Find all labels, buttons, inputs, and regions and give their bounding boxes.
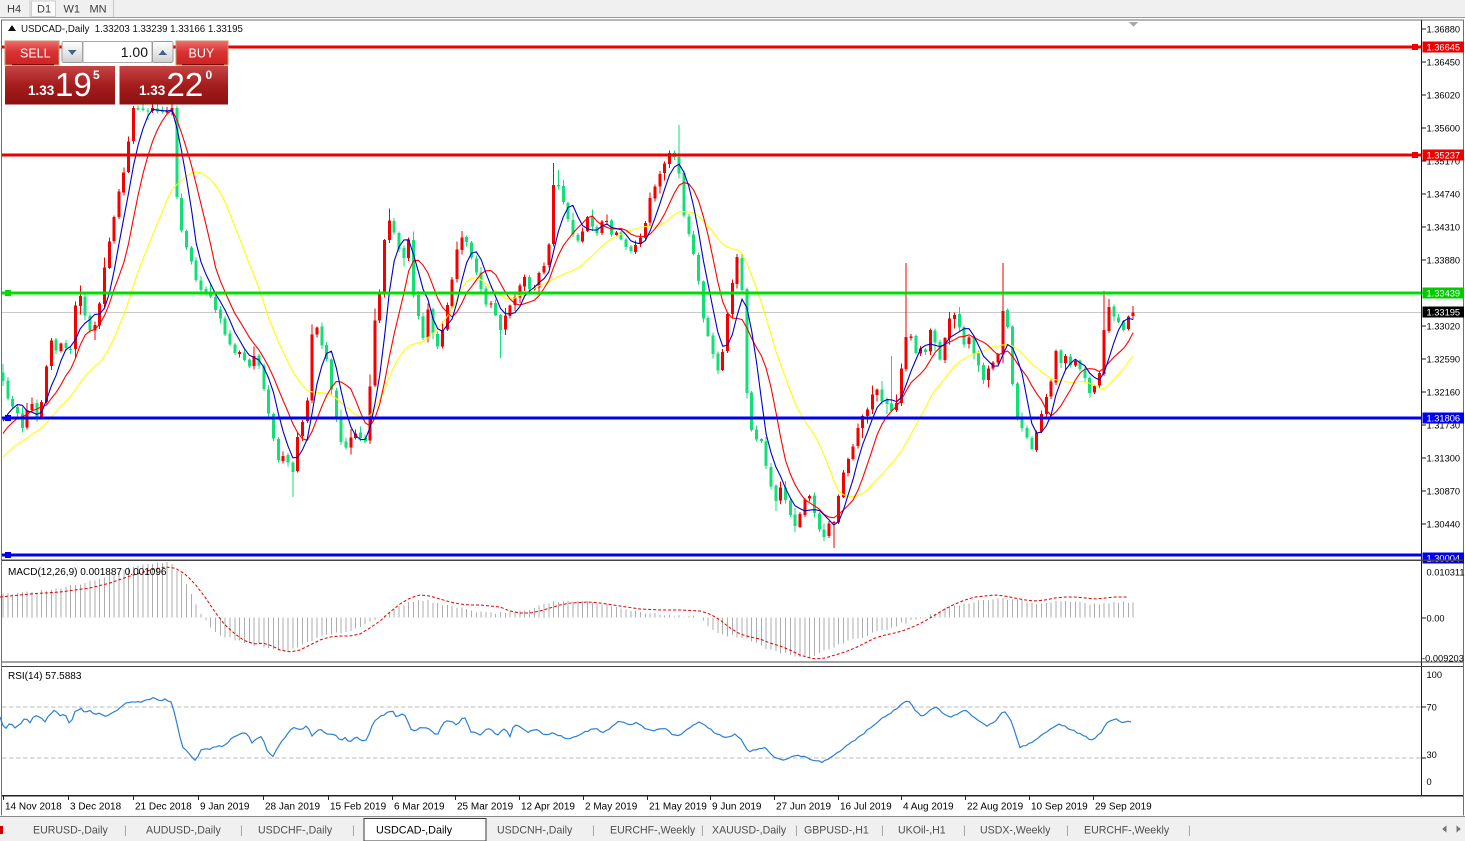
svg-text:9 Jun 2019: 9 Jun 2019	[712, 802, 762, 813]
svg-text:1.36450: 1.36450	[1427, 58, 1461, 68]
svg-text:USDCNH-,Daily: USDCNH-,Daily	[497, 825, 573, 837]
svg-text:1.35170: 1.35170	[1427, 157, 1461, 167]
svg-text:USDCHF-,Daily: USDCHF-,Daily	[258, 825, 333, 837]
svg-text:1.35237: 1.35237	[1427, 151, 1461, 161]
svg-text:UKOil-,H1: UKOil-,H1	[898, 825, 946, 837]
svg-text:1.32590: 1.32590	[1427, 355, 1461, 365]
svg-text:1.33880: 1.33880	[1427, 256, 1461, 266]
svg-text:100: 100	[1427, 670, 1443, 680]
svg-text:RSI(14) 57.5883: RSI(14) 57.5883	[8, 671, 82, 682]
svg-text:1.33: 1.33	[28, 83, 55, 98]
svg-text:4 Aug 2019: 4 Aug 2019	[903, 802, 954, 813]
svg-text:USDCAD-,Daily: USDCAD-,Daily	[376, 825, 453, 837]
svg-text:EURCHF-,Weekly: EURCHF-,Weekly	[1084, 825, 1170, 837]
svg-text:22: 22	[167, 66, 204, 103]
svg-text:1.31300: 1.31300	[1427, 454, 1461, 464]
svg-text:AUDUSD-,Daily: AUDUSD-,Daily	[146, 825, 221, 837]
svg-text:2 May 2019: 2 May 2019	[585, 802, 638, 813]
svg-text:9 Jan 2019: 9 Jan 2019	[200, 802, 250, 813]
svg-text:10 Sep 2019: 10 Sep 2019	[1031, 802, 1088, 813]
svg-text:29 Sep 2019: 29 Sep 2019	[1095, 802, 1152, 813]
svg-text:|: |	[701, 825, 704, 837]
svg-text:|: |	[124, 825, 127, 837]
svg-text:XAUUSD-,Daily: XAUUSD-,Daily	[712, 825, 787, 837]
svg-text:D1: D1	[37, 4, 51, 16]
svg-text:14 Nov 2018: 14 Nov 2018	[5, 802, 62, 813]
svg-text:1.36880: 1.36880	[1427, 25, 1461, 35]
svg-text:EURUSD-,Daily: EURUSD-,Daily	[33, 825, 108, 837]
svg-text:MACD(12,26,9) 0.001887 0.00109: MACD(12,26,9) 0.001887 0.001096	[8, 567, 167, 578]
svg-text:1.34740: 1.34740	[1427, 190, 1461, 200]
svg-text:25 Mar 2019: 25 Mar 2019	[457, 802, 514, 813]
svg-text:0.010311: 0.010311	[1427, 568, 1465, 578]
svg-text:1.33020: 1.33020	[1427, 322, 1461, 332]
svg-text:21 Dec 2018: 21 Dec 2018	[135, 802, 192, 813]
svg-text:|: |	[592, 825, 595, 837]
svg-text:USDX-,Weekly: USDX-,Weekly	[980, 825, 1051, 837]
svg-text:1.36645: 1.36645	[1427, 43, 1461, 53]
svg-text:MN: MN	[90, 4, 107, 16]
svg-text:16 Jul 2019: 16 Jul 2019	[840, 802, 892, 813]
svg-text:|: |	[1188, 825, 1191, 837]
svg-text:0: 0	[1427, 777, 1432, 787]
svg-text:1.32160: 1.32160	[1427, 388, 1461, 398]
svg-text:|: |	[963, 825, 966, 837]
svg-text:3 Dec 2018: 3 Dec 2018	[70, 802, 122, 813]
svg-text:70: 70	[1427, 703, 1437, 713]
svg-text:1.30004: 1.30004	[1427, 554, 1461, 564]
svg-text:0: 0	[206, 68, 213, 82]
svg-text:21 May 2019: 21 May 2019	[649, 802, 707, 813]
svg-text:|: |	[240, 825, 243, 837]
svg-text:GBPUSD-,H1: GBPUSD-,H1	[804, 825, 869, 837]
svg-text:|: |	[352, 825, 355, 837]
svg-text:1.33195: 1.33195	[1427, 308, 1461, 318]
svg-text:|: |	[881, 825, 884, 837]
svg-text:15 Feb 2019: 15 Feb 2019	[330, 802, 387, 813]
svg-text:1.31730: 1.31730	[1427, 421, 1461, 431]
svg-text:22 Aug 2019: 22 Aug 2019	[967, 802, 1024, 813]
svg-text:EURCHF-,Weekly: EURCHF-,Weekly	[610, 825, 696, 837]
svg-text:1.34310: 1.34310	[1427, 223, 1461, 233]
svg-text:-0.009203: -0.009203	[1422, 654, 1464, 664]
svg-text:30: 30	[1427, 750, 1437, 760]
svg-text:1.30870: 1.30870	[1427, 487, 1461, 497]
svg-text:6 Mar 2019: 6 Mar 2019	[394, 802, 445, 813]
svg-text:1.31806: 1.31806	[1427, 414, 1461, 424]
svg-text:28 Jan 2019: 28 Jan 2019	[265, 802, 320, 813]
svg-text:1.00: 1.00	[121, 44, 148, 60]
svg-text:12 Apr 2019: 12 Apr 2019	[521, 802, 575, 813]
svg-text:1.30440: 1.30440	[1427, 520, 1461, 530]
svg-text:27 Jun 2019: 27 Jun 2019	[776, 802, 831, 813]
svg-text:SELL: SELL	[20, 47, 51, 61]
svg-text:1.35600: 1.35600	[1427, 124, 1461, 134]
svg-text:19: 19	[55, 66, 92, 103]
svg-text:BUY: BUY	[189, 47, 215, 61]
svg-text:0.00: 0.00	[1427, 614, 1445, 624]
svg-text:USDCAD-,Daily 1.33203 1.33239: USDCAD-,Daily 1.33203 1.33239 1.33166 1.…	[21, 24, 243, 35]
svg-text:1.36020: 1.36020	[1427, 91, 1461, 101]
svg-text:|: |	[1066, 825, 1069, 837]
svg-text:1.33439: 1.33439	[1427, 289, 1461, 299]
svg-text:H4: H4	[7, 4, 21, 16]
svg-text:|: |	[795, 825, 798, 837]
svg-text:W1: W1	[64, 4, 81, 16]
svg-text:1.33: 1.33	[139, 83, 166, 98]
svg-text:5: 5	[93, 68, 100, 82]
